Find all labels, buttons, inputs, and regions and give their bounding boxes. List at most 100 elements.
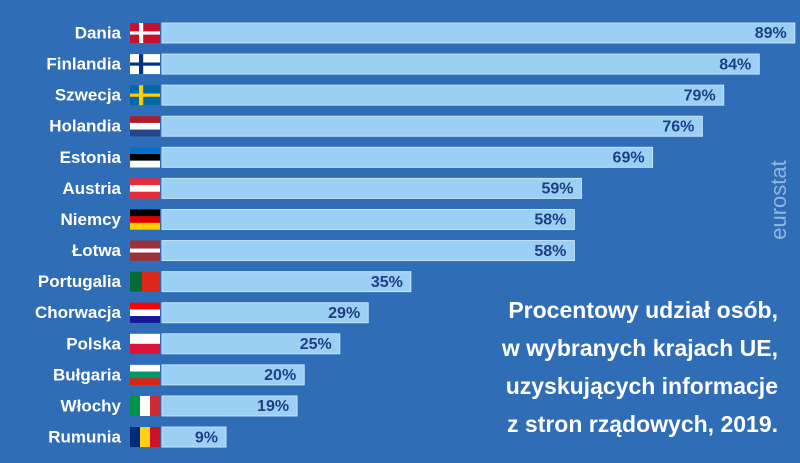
category-label: Włochy bbox=[61, 396, 122, 415]
flag-stripe bbox=[130, 209, 160, 217]
bar bbox=[161, 208, 575, 230]
flag-stripe bbox=[130, 178, 160, 186]
category-label: Niemcy bbox=[61, 210, 122, 229]
flag-stripe bbox=[130, 222, 160, 230]
flag bbox=[130, 178, 160, 199]
category-label: Chorwacja bbox=[35, 303, 122, 322]
flag bbox=[130, 271, 160, 292]
bar bbox=[161, 84, 725, 106]
flag bbox=[130, 23, 160, 43]
category-label: Bułgaria bbox=[53, 365, 122, 384]
flag-stripe bbox=[130, 129, 160, 137]
category-label: Austria bbox=[62, 179, 121, 198]
flag-stripe bbox=[130, 364, 160, 372]
flag-stripe bbox=[130, 216, 160, 224]
value-label: 69% bbox=[613, 150, 645, 167]
value-label: 19% bbox=[257, 398, 289, 415]
flag-stripe bbox=[130, 160, 160, 168]
value-label: 59% bbox=[541, 181, 573, 198]
value-label: 35% bbox=[371, 274, 403, 291]
flag bbox=[130, 333, 160, 354]
value-label: 20% bbox=[264, 367, 296, 384]
flag-cross bbox=[130, 31, 160, 35]
value-label: 9% bbox=[195, 429, 218, 446]
flag-stripe bbox=[130, 153, 160, 161]
value-label: 84% bbox=[719, 56, 751, 73]
flag bbox=[130, 209, 160, 230]
value-label: 89% bbox=[755, 25, 787, 42]
flag bbox=[130, 395, 161, 416]
chart-title: uzyskujących informacje bbox=[506, 373, 778, 399]
category-label: Polska bbox=[66, 334, 121, 353]
category-label: Estonia bbox=[60, 148, 122, 167]
flag-stripe bbox=[130, 333, 160, 344]
category-label: Szwecja bbox=[55, 86, 122, 105]
bar bbox=[161, 426, 227, 448]
value-label: 79% bbox=[684, 87, 716, 104]
bar bbox=[161, 333, 341, 355]
value-label: 76% bbox=[662, 118, 694, 135]
flag bbox=[130, 427, 161, 448]
source: eurostat bbox=[766, 160, 791, 240]
bar bbox=[161, 22, 796, 44]
chart-title: z stron rządowych, 2019. bbox=[507, 411, 778, 437]
flag-stripe bbox=[130, 316, 160, 323]
flag-stripe bbox=[130, 147, 160, 155]
chart-title: Procentowy udział osób, bbox=[508, 297, 778, 323]
category-label: Rumunia bbox=[48, 428, 121, 447]
flag bbox=[130, 85, 160, 106]
flag bbox=[130, 116, 160, 137]
flag-stripe bbox=[130, 309, 160, 317]
flag-stripe bbox=[150, 427, 161, 448]
bar bbox=[161, 240, 575, 262]
flag-stripe bbox=[130, 252, 160, 257]
category-label: Łotwa bbox=[72, 241, 122, 260]
category-label: Portugalia bbox=[38, 272, 122, 291]
value-label: 25% bbox=[300, 336, 332, 353]
bar bbox=[161, 115, 703, 137]
flag bbox=[130, 54, 160, 75]
value-label: 58% bbox=[534, 212, 566, 229]
flag-stripe bbox=[130, 371, 160, 379]
flag-stripe bbox=[130, 343, 160, 354]
flag-stripe bbox=[130, 378, 160, 386]
flag-stripe bbox=[130, 271, 142, 292]
value-label: 58% bbox=[534, 243, 566, 260]
flag-stripe bbox=[130, 116, 160, 124]
flag-stripe bbox=[130, 240, 160, 245]
flag bbox=[130, 147, 160, 168]
flag-stripe bbox=[130, 185, 160, 192]
flag-stripe bbox=[142, 271, 160, 292]
flag bbox=[130, 240, 160, 261]
value-label: 29% bbox=[328, 305, 360, 322]
flag-stripe bbox=[130, 427, 141, 448]
category-label: Dania bbox=[75, 23, 122, 42]
flag bbox=[130, 364, 160, 386]
flag-cross bbox=[130, 93, 160, 97]
flag-stripe bbox=[130, 191, 160, 199]
flag-stripe bbox=[130, 248, 160, 253]
flag-stripe bbox=[140, 427, 151, 448]
flag-stripe bbox=[130, 244, 160, 249]
flag-stripe bbox=[130, 122, 160, 130]
bar bbox=[161, 146, 654, 168]
flag-stripe bbox=[130, 256, 160, 261]
category-label: Holandia bbox=[49, 117, 121, 136]
bar bbox=[161, 53, 760, 75]
flag-stripe bbox=[140, 395, 151, 416]
flag-stripe bbox=[130, 395, 141, 416]
bar bbox=[161, 271, 412, 293]
bar bbox=[161, 302, 369, 324]
chart-title: w wybranych krajach UE, bbox=[501, 335, 778, 361]
flag-stripe bbox=[130, 302, 160, 310]
bar bbox=[161, 177, 582, 199]
bar bbox=[161, 364, 305, 386]
bar bbox=[161, 395, 298, 417]
flag-stripe bbox=[150, 395, 161, 416]
category-label: Finlandia bbox=[46, 55, 121, 74]
flag bbox=[130, 302, 160, 323]
flag-cross bbox=[130, 62, 160, 66]
